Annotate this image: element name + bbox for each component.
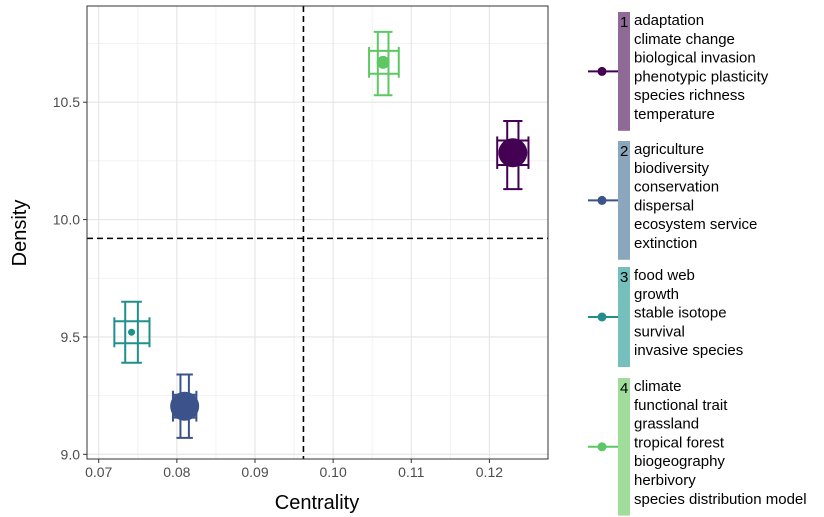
legend-term: temperature	[634, 106, 715, 123]
cluster-3-marker	[113, 300, 151, 364]
legend-term: dispersal	[634, 197, 694, 214]
legend-term: biodiversity	[634, 160, 710, 177]
y-tick-label: 9.0	[61, 446, 81, 462]
x-tick-label: 0.12	[476, 464, 503, 480]
legend-cluster-number: 2	[620, 143, 628, 160]
cluster-1-point	[498, 138, 528, 168]
legend-term: species richness	[634, 87, 745, 104]
legend-term: biogeography	[634, 453, 725, 470]
y-axis: 9.0 9.5 10.0 10.5	[53, 94, 87, 462]
grid-minor	[87, 6, 548, 459]
legend-color-bar	[618, 378, 630, 516]
legend-term: tropical forest	[634, 434, 725, 451]
legend-term: stable isotope	[634, 305, 727, 322]
legend-term: climate	[634, 378, 682, 395]
x-tick-label: 0.10	[320, 464, 347, 480]
legend-cluster-2: 2 agriculture biodiversity conservationdisp…	[588, 141, 757, 260]
legend-term: herbivory	[634, 472, 696, 489]
legend-cluster-number: 3	[620, 269, 628, 286]
legend-cluster-1: 1 adaptation climate change biological inva…	[588, 12, 769, 131]
cluster-4-marker	[368, 30, 400, 97]
legend-color-bar	[618, 141, 630, 260]
legend-term: invasive species	[634, 342, 743, 359]
y-tick-label: 9.5	[61, 329, 81, 345]
legend-term: agriculture	[634, 141, 704, 158]
plot-border	[86, 5, 549, 460]
legend-term: grassland	[634, 416, 699, 433]
cluster-points	[113, 30, 530, 439]
legend-term: adaptation	[634, 12, 704, 29]
legend-term: biological invasion	[634, 50, 756, 67]
y-tick-label: 10.5	[53, 94, 80, 110]
cluster-2-marker	[170, 373, 200, 439]
grid-major	[87, 6, 548, 459]
legend-term: extinction	[634, 235, 697, 252]
y-tick-label: 10.0	[53, 212, 80, 228]
legend-term: growth	[634, 286, 679, 303]
legend-term: species distribution model	[634, 491, 807, 508]
legend-cluster-4: 4 climate functional trait grasslandtropica…	[588, 378, 807, 516]
plot-panel	[86, 5, 549, 460]
legend-key-point	[597, 442, 607, 452]
x-tick-label: 0.08	[163, 464, 190, 480]
x-tick-label: 0.09	[241, 464, 268, 480]
legend-key-point	[597, 312, 607, 322]
legend-term: survival	[634, 323, 685, 340]
legend-term: conservation	[634, 179, 719, 196]
cluster-4-point	[376, 55, 390, 69]
x-tick-label: 0.11	[398, 464, 424, 480]
x-axis-title: Centrality	[275, 492, 359, 514]
legend-cluster-number: 4	[620, 380, 628, 397]
reference-lines	[87, 6, 548, 459]
legend-term: food web	[634, 267, 695, 284]
legend-color-bar	[618, 12, 630, 131]
legend-term: climate change	[634, 31, 735, 48]
x-axis: 0.07 0.08 0.09 0.10 0.11 0.12	[85, 459, 503, 480]
legend-key-point	[597, 66, 607, 76]
legend-term: functional trait	[634, 397, 728, 414]
legend-color-bar	[618, 267, 630, 367]
y-axis-title: Density	[9, 200, 31, 267]
cluster-2-point	[170, 391, 200, 421]
legend-term: phenotypic plasticity	[634, 68, 769, 85]
cluster-3-point	[128, 328, 136, 336]
legend-cluster-number: 1	[620, 14, 628, 31]
cluster-1-marker	[496, 120, 530, 191]
x-tick-label: 0.07	[85, 464, 112, 480]
legend-term: ecosystem service	[634, 216, 757, 233]
legend-key-point	[597, 195, 607, 205]
legend: 1 adaptation climate change biological inva…	[588, 12, 807, 516]
